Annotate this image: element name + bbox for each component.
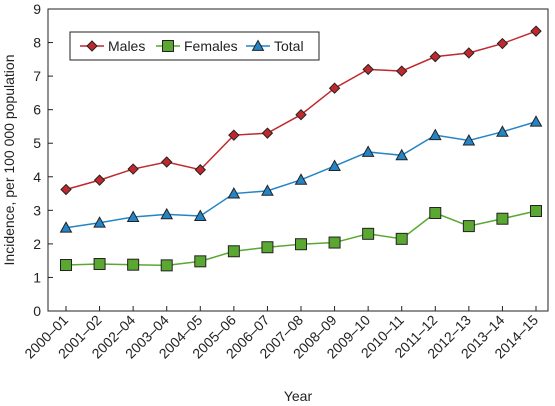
data-point-total <box>496 125 509 137</box>
data-point-females <box>227 245 240 258</box>
y-tick-label: 8 <box>33 35 41 51</box>
data-point-females <box>93 258 106 271</box>
legend-box <box>69 31 320 61</box>
y-tick-label: 7 <box>33 68 41 84</box>
data-point-total <box>462 134 476 146</box>
data-point-females <box>127 258 140 271</box>
data-point-females <box>194 255 207 268</box>
data-point-total <box>227 187 241 199</box>
data-point-total <box>395 148 409 161</box>
data-point-total <box>160 207 174 220</box>
data-point-males <box>463 47 475 59</box>
data-point-females <box>328 236 341 249</box>
data-point-females <box>60 259 72 272</box>
data-point-females <box>496 212 509 225</box>
x-axis-title: Year <box>284 388 313 404</box>
data-point-total <box>428 128 442 141</box>
legend-marker-males <box>86 40 98 52</box>
y-tick-label: 9 <box>33 1 41 17</box>
y-tick-label: 4 <box>33 169 41 185</box>
data-point-males <box>60 183 72 196</box>
data-point-males <box>261 127 274 139</box>
data-point-males <box>362 63 374 76</box>
data-point-total <box>361 145 375 157</box>
data-point-males <box>396 65 408 77</box>
data-point-total <box>328 159 341 171</box>
data-point-total <box>93 216 106 228</box>
legend-marker-total <box>251 39 265 51</box>
y-tick-label: 5 <box>33 135 41 151</box>
data-point-total <box>529 115 543 127</box>
data-point-females <box>429 207 442 220</box>
data-point-females <box>160 259 173 272</box>
data-point-females <box>530 205 542 218</box>
y-tick-label: 1 <box>33 269 41 285</box>
data-point-males <box>328 82 341 94</box>
data-point-males <box>93 174 106 186</box>
plot-frame <box>47 8 549 312</box>
data-point-females <box>295 238 307 251</box>
data-point-males <box>228 129 240 141</box>
legend-marker-females <box>162 40 174 52</box>
y-tick-label: 6 <box>33 102 41 118</box>
data-point-males <box>127 163 139 175</box>
data-point-females <box>395 232 408 245</box>
data-point-males <box>429 50 441 63</box>
data-point-males <box>496 37 509 50</box>
data-point-males <box>194 164 206 176</box>
data-point-total <box>261 184 274 196</box>
legend-label-total: Total <box>274 38 304 54</box>
data-point-males <box>161 156 173 168</box>
data-point-females <box>362 227 375 240</box>
y-tick-label: 2 <box>33 236 41 252</box>
y-axis-title: Incidence, per 100 000 population <box>1 55 17 266</box>
data-point-total <box>59 221 73 233</box>
legend-label-females: Females <box>184 38 238 54</box>
data-point-males <box>530 25 542 37</box>
data-point-total <box>126 210 140 222</box>
data-point-total <box>193 209 207 221</box>
data-point-males <box>295 108 307 121</box>
legend-label-males: Males <box>108 38 145 54</box>
data-point-females <box>261 241 274 254</box>
y-tick-label: 0 <box>33 303 41 319</box>
data-point-females <box>462 220 475 233</box>
y-tick-label: 3 <box>33 202 41 218</box>
data-point-total <box>294 173 308 185</box>
